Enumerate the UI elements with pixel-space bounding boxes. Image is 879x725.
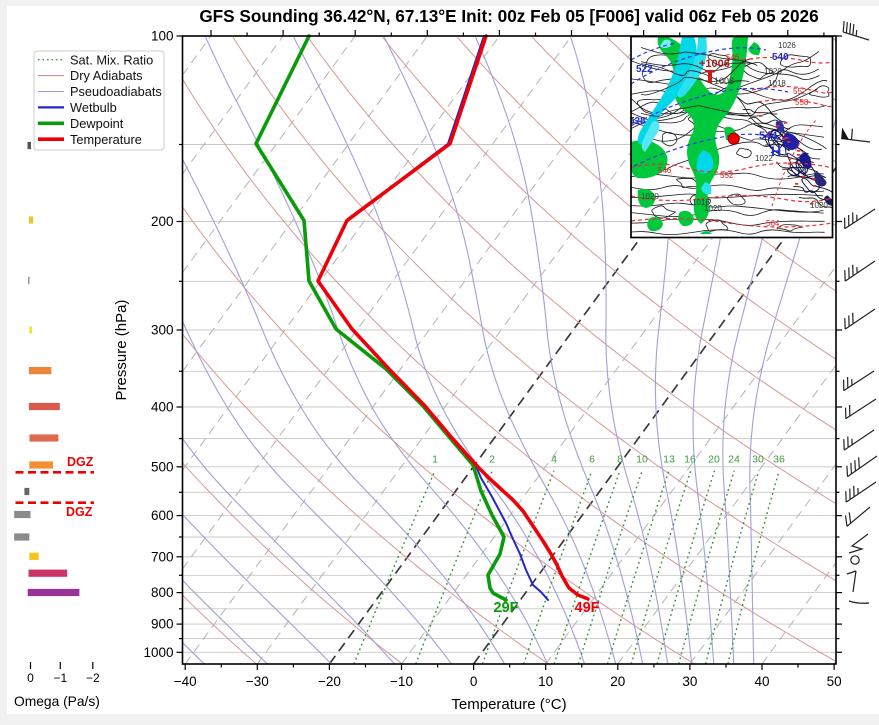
svg-text:1008: 1008 <box>714 76 734 86</box>
svg-text:700: 700 <box>151 549 174 564</box>
svg-text:DGZ: DGZ <box>67 455 94 469</box>
svg-text:1022: 1022 <box>755 154 773 163</box>
svg-text:−20: −20 <box>318 674 341 689</box>
svg-text:~: ~ <box>722 32 728 43</box>
svg-text:Pressure (hPa): Pressure (hPa) <box>113 300 130 401</box>
svg-text:Omega (Pa/s): Omega (Pa/s) <box>14 694 100 709</box>
svg-text:552: 552 <box>793 87 807 96</box>
svg-text:552: 552 <box>720 171 734 180</box>
svg-text:Dewpoint: Dewpoint <box>70 116 124 131</box>
svg-text:24: 24 <box>728 454 740 466</box>
svg-text:+1006: +1006 <box>699 58 730 70</box>
svg-text:−1: −1 <box>53 671 67 685</box>
svg-text:540: 540 <box>772 52 789 63</box>
svg-text:900: 900 <box>151 617 174 632</box>
svg-text:600: 600 <box>151 508 174 523</box>
svg-text:522: 522 <box>636 64 653 75</box>
svg-text:1000: 1000 <box>143 645 173 660</box>
svg-text:29F: 29F <box>494 600 519 616</box>
svg-text:800: 800 <box>151 585 174 600</box>
svg-text:10: 10 <box>636 454 648 466</box>
svg-text:−10: −10 <box>390 674 413 689</box>
svg-text:8: 8 <box>617 454 623 466</box>
svg-text:1020: 1020 <box>704 204 722 213</box>
svg-text:546: 546 <box>726 53 740 62</box>
svg-text:40: 40 <box>754 674 769 689</box>
svg-text:4: 4 <box>551 454 557 466</box>
svg-text:49F: 49F <box>575 600 600 616</box>
svg-text:558: 558 <box>795 98 809 107</box>
svg-text:Dry Adiabats: Dry Adiabats <box>70 68 143 83</box>
svg-text:Wetbulb: Wetbulb <box>70 100 117 115</box>
svg-text:20: 20 <box>610 674 625 689</box>
svg-text:1018: 1018 <box>768 79 786 88</box>
svg-text:1020: 1020 <box>764 67 782 76</box>
svg-text:1: 1 <box>432 454 438 466</box>
svg-text:1018: 1018 <box>692 198 710 207</box>
svg-text:528: 528 <box>629 116 646 127</box>
svg-text:10: 10 <box>538 674 553 689</box>
svg-text:544: 544 <box>759 130 778 142</box>
svg-text:1020: 1020 <box>641 192 659 201</box>
svg-text:50: 50 <box>827 674 842 689</box>
svg-text:Sat. Mix. Ratio: Sat. Mix. Ratio <box>70 52 153 67</box>
svg-text:20: 20 <box>708 454 720 466</box>
svg-text:−2: −2 <box>86 671 100 685</box>
svg-text:546: 546 <box>658 166 672 175</box>
svg-text:564: 564 <box>766 219 780 228</box>
svg-text:0: 0 <box>470 674 478 689</box>
svg-text:16: 16 <box>684 454 696 466</box>
svg-text:1026: 1026 <box>778 41 796 50</box>
svg-text:300: 300 <box>151 323 174 338</box>
svg-text:GFS Sounding 36.42°N, 67.13°E: GFS Sounding 36.42°N, 67.13°E Init: 00z … <box>199 6 818 26</box>
svg-text:6: 6 <box>589 454 595 466</box>
svg-text:−30: −30 <box>246 674 269 689</box>
svg-text:DGZ: DGZ <box>66 505 93 519</box>
svg-text:Pseudoadiabats: Pseudoadiabats <box>70 84 162 99</box>
svg-text:100: 100 <box>151 29 174 44</box>
svg-text:Temperature (°C): Temperature (°C) <box>451 696 566 713</box>
svg-text:1020: 1020 <box>810 201 828 210</box>
svg-text:36: 36 <box>773 454 785 466</box>
svg-text:Temperature: Temperature <box>70 132 142 147</box>
svg-text:13: 13 <box>663 454 675 466</box>
svg-text:−40: −40 <box>174 674 197 689</box>
svg-text:0: 0 <box>27 671 34 685</box>
svg-text:H: H <box>771 143 781 159</box>
svg-text:2: 2 <box>489 454 495 466</box>
svg-text:400: 400 <box>151 400 174 415</box>
svg-text:200: 200 <box>151 214 174 229</box>
svg-text:500: 500 <box>151 459 174 474</box>
svg-text:30: 30 <box>752 454 764 466</box>
svg-text:30: 30 <box>682 674 697 689</box>
